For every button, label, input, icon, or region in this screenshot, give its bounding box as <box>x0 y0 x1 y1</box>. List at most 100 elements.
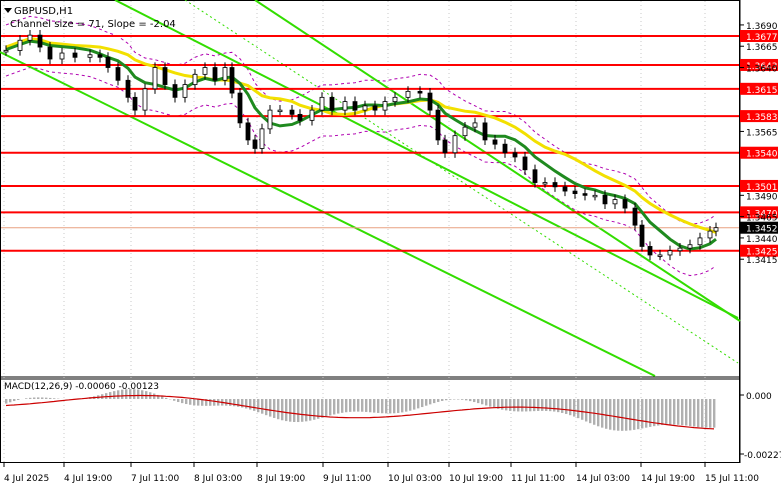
time-label: 11 Jul 11:00 <box>511 474 565 484</box>
candle-body <box>116 68 120 81</box>
macd-histogram-bar <box>493 399 495 408</box>
channel-info: Channel size = 71, Slope = -2.04 <box>10 19 176 30</box>
macd-histogram-bar <box>581 399 583 420</box>
macd-histogram-bar <box>185 399 187 404</box>
price-tick-label: 1.3440 <box>746 235 778 245</box>
candle-body <box>363 106 367 110</box>
macd-histogram-bar <box>17 399 19 400</box>
macd-histogram-bar <box>637 399 639 429</box>
macd-histogram-bar <box>545 399 547 411</box>
macd-histogram-bar <box>685 399 687 426</box>
macd-histogram-bar <box>361 399 363 412</box>
candle-body <box>573 191 577 194</box>
macd-histogram-bar <box>333 399 335 414</box>
macd-histogram-bar <box>229 399 231 406</box>
candle-body <box>583 194 587 196</box>
candle-body <box>230 68 234 94</box>
macd-histogram-bar <box>593 399 595 425</box>
candle-body <box>193 74 197 84</box>
price-tick-label: 1.3465 <box>746 214 778 224</box>
time-label: 14 Jul 19:00 <box>641 474 695 484</box>
macd-histogram-bar <box>641 399 643 428</box>
macd-histogram-bar <box>625 399 627 431</box>
macd-histogram-bar <box>5 399 7 404</box>
candle-body <box>268 110 272 129</box>
macd-histogram-bar <box>213 399 215 406</box>
candle-body <box>290 110 294 114</box>
time-label: 9 Jul 11:00 <box>323 474 372 484</box>
candle-body <box>213 68 217 81</box>
price-tick-label: 1.3690 <box>746 22 778 32</box>
macd-histogram-bar <box>297 399 299 422</box>
macd-histogram-bar <box>289 399 291 422</box>
price-tick-label: 1.3565 <box>746 128 778 138</box>
candle-body <box>483 123 487 140</box>
macd-histogram-bar <box>349 399 351 412</box>
macd-histogram-bar <box>373 399 375 413</box>
candle-body <box>603 195 607 204</box>
candle-body <box>353 102 357 111</box>
time-label: 4 Jul 19:00 <box>64 474 113 484</box>
macd-histogram-bar <box>697 399 699 427</box>
time-label: 8 Jul 03:00 <box>194 474 243 484</box>
macd-histogram-bar <box>305 399 307 421</box>
candle-body <box>658 255 662 256</box>
macd-histogram-bar <box>233 399 235 406</box>
macd-histogram-bar <box>189 399 191 405</box>
candle-body <box>133 97 137 110</box>
macd-histogram-bar <box>37 397 39 399</box>
macd-histogram-bar <box>597 399 599 426</box>
macd-histogram-bar <box>325 399 327 417</box>
macd-histogram-bar <box>437 399 439 402</box>
macd-histogram-bar <box>429 399 431 404</box>
macd-histogram-bar <box>605 399 607 429</box>
macd-histogram-bar <box>469 399 471 401</box>
macd-histogram-bar <box>577 399 579 418</box>
time-label: 4 Jul 2025 <box>4 474 49 484</box>
time-label: 14 Jul 03:00 <box>576 474 630 484</box>
macd-histogram-bar <box>177 399 179 402</box>
candle-body <box>310 110 314 120</box>
macd-histogram-bar <box>265 399 267 415</box>
macd-histogram-bar <box>461 399 463 400</box>
macd-histogram-bar <box>489 399 491 407</box>
macd-histogram-bar <box>509 399 511 411</box>
macd-histogram-bar <box>705 399 707 428</box>
price-tick-label: 1.3665 <box>746 43 778 53</box>
macd-histogram-bar <box>13 399 15 401</box>
level-label: 1.3677 <box>746 33 778 43</box>
macd-histogram-bar <box>249 399 251 410</box>
candle-body <box>553 183 557 187</box>
macd-histogram-bar <box>425 399 427 406</box>
macd-label: MACD(12,26,9) -0.00060 -0.00123 <box>4 382 159 392</box>
candle-body <box>708 231 712 238</box>
macd-histogram-bar <box>473 399 475 402</box>
candle-body <box>503 144 507 153</box>
symbol-label: GBPUSD,H1 <box>14 6 73 17</box>
macd-histogram-bar <box>541 399 543 411</box>
candle-body <box>453 136 457 153</box>
macd-histogram-bar <box>49 398 51 399</box>
macd-histogram-bar <box>29 398 31 399</box>
candle-body <box>428 93 432 110</box>
candle-body <box>73 53 77 57</box>
candle-body <box>88 55 92 58</box>
level-label: 1.3540 <box>746 150 778 160</box>
candle-body <box>393 97 397 101</box>
candle-body <box>4 50 8 52</box>
macd-histogram-bar <box>193 399 195 405</box>
macd-histogram-bar <box>321 399 323 418</box>
time-label: 8 Jul 19:00 <box>257 474 306 484</box>
candle-body <box>563 187 567 191</box>
candle-body <box>246 123 250 140</box>
candle-body <box>183 85 187 98</box>
macd-histogram-bar <box>701 399 703 427</box>
macd-histogram-bar <box>353 399 355 412</box>
macd-histogram-bar <box>537 399 539 411</box>
candle-body <box>330 97 334 110</box>
macd-histogram-bar <box>269 399 271 417</box>
macd-histogram-bar <box>369 399 371 412</box>
macd-histogram-bar <box>433 399 435 403</box>
